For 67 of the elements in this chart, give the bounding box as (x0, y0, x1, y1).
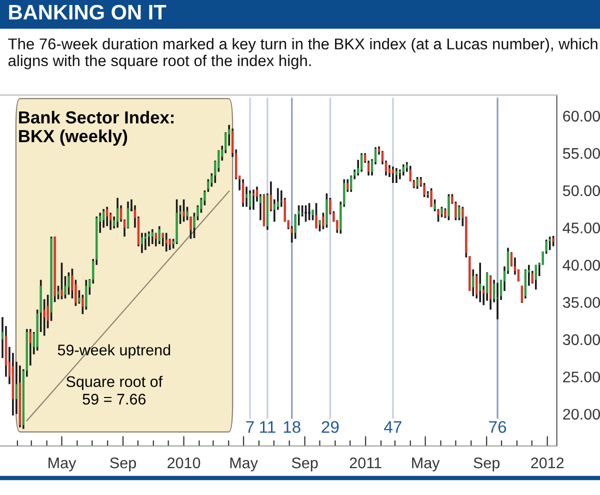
candlestick (165, 232, 168, 252)
x-tick-label: Sep (292, 458, 318, 472)
y-tick-label: 30.00 (562, 334, 600, 346)
candlestick (534, 264, 538, 290)
candlestick (248, 190, 252, 211)
ref-line-label: 76 (489, 421, 506, 433)
x-tick-label: 2012 (531, 458, 564, 468)
candlestick (57, 284, 60, 300)
ref-line-label: 11 (260, 421, 276, 433)
candlestick (182, 198, 185, 223)
x-tick-label: Sep (474, 458, 500, 472)
candlestick (430, 187, 432, 208)
ref-line-label: 29 (322, 421, 339, 433)
annotation: 59-week uptrend (58, 344, 170, 358)
y-tick-label: 55.00 (562, 148, 600, 159)
ref-line-label: 7 (246, 421, 254, 433)
candlestick (444, 207, 446, 219)
candlestick (106, 206, 108, 228)
candlestick (315, 202, 318, 230)
candlestick (552, 234, 554, 248)
candlestick (186, 206, 188, 222)
candlestick (468, 255, 471, 292)
band-label: Bank Sector Index: BKX (weekly) (19, 110, 174, 146)
chart-subtitle: The 76-week duration marked a key turn in the BKX index (at a Lucas number), which aligns with the square root of the index high. (8, 38, 598, 70)
candlestick (434, 198, 436, 212)
y-tick-label: 60.00 (563, 110, 600, 122)
candlestick (496, 282, 499, 320)
candlestick (144, 232, 147, 251)
y-tick-label: 40.00 (562, 260, 600, 271)
candlestick (151, 228, 154, 245)
candlestick (301, 204, 304, 218)
candlestick (472, 268, 474, 298)
y-tick-label: 35.00 (562, 297, 600, 308)
candlestick (402, 163, 405, 176)
candlestick (395, 167, 398, 184)
x-tick-label: May (412, 458, 440, 472)
candlestick (416, 176, 418, 190)
ref-line-label: 18 (284, 421, 300, 433)
y-tick-label: 20.00 (563, 408, 600, 420)
candlestick (85, 278, 88, 311)
candlestick (426, 190, 429, 199)
candlestick (448, 193, 450, 222)
candlestick (318, 219, 321, 232)
y-tick-label: 45.00 (562, 222, 600, 234)
candlestick (326, 192, 328, 229)
y-tick-label: 25.00 (563, 372, 600, 382)
candlestick (548, 236, 551, 251)
x-tick-label: Sep (110, 458, 136, 472)
x-tick-label: 2011 (350, 458, 382, 468)
candlestick (78, 289, 80, 305)
x-tick-label: 2010 (168, 458, 200, 468)
ref-line-label: 47 (384, 421, 402, 433)
chart-title: BANKING ON IT (9, 4, 166, 20)
candlestick (398, 168, 402, 180)
candlestick (68, 271, 70, 296)
candlestick (392, 166, 394, 184)
candlestick (176, 198, 178, 245)
candlestick (82, 294, 84, 316)
y-tick-label: 50.00 (562, 185, 600, 196)
annotation: Square root of 59 = 7.66 (66, 376, 163, 405)
candlestick (478, 262, 482, 304)
candlestick (360, 152, 363, 173)
candlestick (60, 262, 63, 300)
x-tick-label: May (230, 458, 258, 472)
candlestick (440, 206, 443, 218)
x-tick-label: May (48, 458, 76, 472)
candlestick (158, 225, 160, 245)
